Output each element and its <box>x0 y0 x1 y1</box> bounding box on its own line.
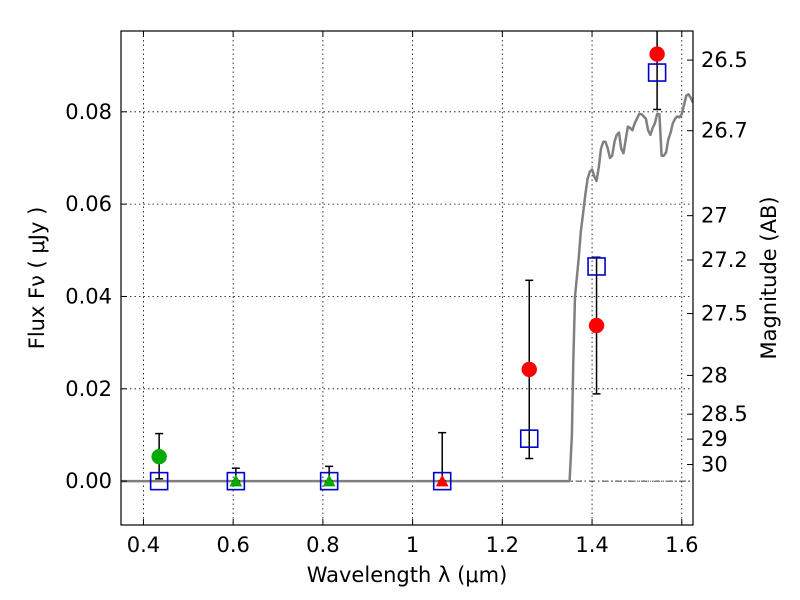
y-tick-label: 0.08 <box>65 100 112 124</box>
y-tick-label: 0.04 <box>65 284 112 308</box>
y-tick-label: 0.00 <box>65 469 112 493</box>
x-axis-label: Wavelength λ (μm) <box>307 563 508 587</box>
magnitude-tick-label: 27.2 <box>701 248 748 272</box>
magnitude-tick-label: 27.5 <box>701 302 748 326</box>
magnitude-tick-label: 28.5 <box>701 402 748 426</box>
y-axis-label: Flux Fν ( μJy ) <box>25 207 49 350</box>
flux-point <box>521 361 538 378</box>
y-axis-right-label: Magnitude (AB) <box>757 196 781 359</box>
model-flux-point <box>519 429 539 448</box>
model-flux-point <box>432 471 452 491</box>
magnitude-tick-label: 27 <box>701 204 728 228</box>
flux-point <box>649 46 665 62</box>
x-tick-label: 0.4 <box>127 533 160 557</box>
model-flux-point <box>149 471 169 491</box>
magnitude-tick-label: 28 <box>701 363 728 387</box>
upper-limit-point <box>322 474 336 487</box>
plot-frame <box>120 30 694 526</box>
x-tick-label: 0.6 <box>216 533 249 557</box>
plot-area <box>121 31 693 491</box>
upper-limit-point <box>435 474 449 487</box>
axis-ticks: 0.4 0.6 0.8 1 1.2 1.4 1.6 0.00 0.02 0.04 0.06 0.08 2… <box>65 31 748 557</box>
sed-model-curve <box>121 93 693 483</box>
x-tick-label: 1.2 <box>486 533 519 557</box>
model-flux-point <box>319 471 339 491</box>
magnitude-tick-label: 26.7 <box>701 119 748 143</box>
flux-point <box>151 448 167 465</box>
x-tick-label: 0.8 <box>306 533 339 557</box>
x-tick-label: 1 <box>406 533 419 557</box>
model-flux-point <box>587 257 606 276</box>
model-flux-point <box>647 63 667 82</box>
y-tick-label: 0.06 <box>65 192 112 216</box>
magnitude-tick-label: 30 <box>701 453 728 477</box>
x-tick-label: 1.6 <box>665 533 698 557</box>
flux-point <box>588 317 605 334</box>
magnitude-tick-label: 26.5 <box>701 48 748 72</box>
y-tick-label: 0.02 <box>65 377 112 401</box>
x-tick-label: 1.4 <box>575 533 608 557</box>
magnitude-tick-label: 29 <box>701 427 728 451</box>
model-flux-point <box>226 471 246 491</box>
upper-limit-point <box>229 474 243 487</box>
